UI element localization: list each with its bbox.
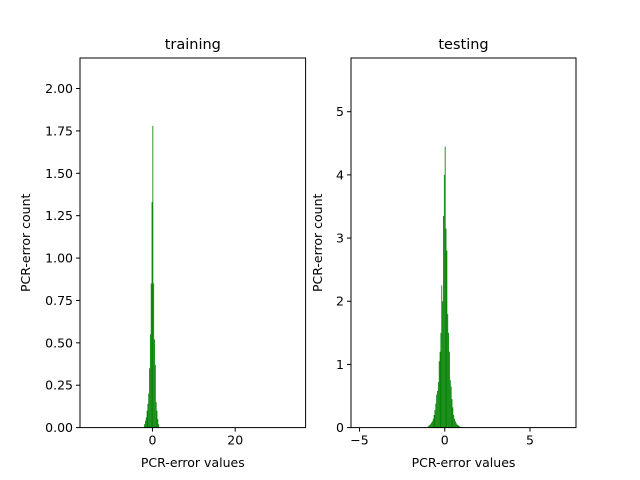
histogram-bar xyxy=(441,285,443,428)
histogram-bar xyxy=(437,390,438,428)
histogram-bar xyxy=(154,339,155,428)
histogram-bar xyxy=(457,425,459,428)
histogram-bar xyxy=(459,426,461,428)
y-tick-label: 1.25 xyxy=(45,208,73,223)
histogram-bar xyxy=(434,409,436,428)
histogram-bar xyxy=(455,423,457,428)
histogram-bar xyxy=(151,202,153,428)
histogram-bar xyxy=(458,425,460,428)
y-axis-label: PCR-error count xyxy=(310,193,325,292)
histogram-bar xyxy=(456,424,458,428)
y-tick-label: 0.25 xyxy=(45,378,73,393)
histogram-bar xyxy=(431,422,432,428)
x-tick-label: 0 xyxy=(441,433,449,448)
histogram-bar xyxy=(439,351,441,428)
histogram-bar xyxy=(454,418,455,428)
histogram-bar xyxy=(446,250,448,428)
histogram-bar xyxy=(155,402,157,428)
chart-title: training xyxy=(165,37,221,53)
histogram-bar xyxy=(147,403,149,428)
histogram-bar xyxy=(444,146,446,428)
axes-frame xyxy=(79,57,307,429)
histogram-bar xyxy=(450,386,452,428)
histogram-bar xyxy=(428,425,430,428)
histogram-bar xyxy=(156,410,158,428)
histogram-bar xyxy=(438,361,440,428)
histogram-bar xyxy=(443,215,444,428)
y-tick-label: 0 xyxy=(336,420,344,435)
histogram-bar xyxy=(437,382,439,428)
histogram-bar xyxy=(430,423,432,428)
y-tick-label: 3 xyxy=(336,231,344,246)
y-axis-ticks: 0 1 2 3 4 5 xyxy=(336,104,351,435)
y-tick-label: 0.00 xyxy=(45,420,73,435)
histogram-bar xyxy=(452,407,454,428)
x-axis-label: PCR-error values xyxy=(412,455,516,470)
histogram-bar xyxy=(431,421,433,428)
histogram-bar xyxy=(449,351,450,428)
histogram-bar xyxy=(432,418,434,428)
axes-frame xyxy=(350,57,577,429)
histogram-bar xyxy=(454,421,456,428)
x-tick-label: 0 xyxy=(148,433,156,448)
histogram-bar xyxy=(145,417,147,428)
histogram-bar xyxy=(144,424,145,428)
x-axis-ticks: −5 0 5 xyxy=(350,427,534,448)
histogram-bar xyxy=(445,228,447,428)
histogram-bar xyxy=(451,399,453,428)
y-tick-label: 4 xyxy=(336,167,344,182)
x-axis-label: PCR-error values xyxy=(141,455,245,470)
histogram-bar xyxy=(153,283,155,428)
y-tick-label: 2.00 xyxy=(45,81,73,96)
histogram-bar xyxy=(154,364,156,428)
chart-title: testing xyxy=(438,37,488,53)
histogram-bar xyxy=(148,393,150,428)
y-tick-label: 1.50 xyxy=(45,166,73,181)
y-tick-label: 1 xyxy=(336,357,344,372)
x-tick-label: −5 xyxy=(350,433,368,448)
histogram-bar xyxy=(152,125,154,428)
y-tick-label: 0.50 xyxy=(45,335,73,350)
histogram-bar xyxy=(440,332,442,428)
histogram-bars xyxy=(427,146,462,428)
histogram-bar xyxy=(144,420,146,428)
y-axis-ticks: 0.00 0.25 0.50 0.75 1.00 1.25 1.50 1.75 2.00 xyxy=(45,81,80,435)
histogram-bar xyxy=(158,424,160,428)
histogram-bar xyxy=(448,332,450,428)
histogram-bar xyxy=(146,410,148,428)
y-tick-label: 2 xyxy=(336,294,344,309)
histogram-bar xyxy=(443,174,445,428)
histogram-bar xyxy=(435,403,437,428)
y-tick-label: 0.75 xyxy=(45,293,73,308)
histogram-bar xyxy=(436,394,438,428)
testing-histogram-panel: testing −5 0 5 0 1 2 3 4 5 PCR-error values PCR… xyxy=(310,37,577,470)
y-axis-label: PCR-error count xyxy=(18,193,33,292)
histogram-bar xyxy=(449,380,451,428)
y-tick-label: 1.00 xyxy=(45,251,73,266)
histogram-bars xyxy=(144,125,160,428)
histogram-bar xyxy=(442,301,444,428)
x-tick-label: 5 xyxy=(526,433,534,448)
histogram-bar xyxy=(433,414,435,428)
x-tick-label: 20 xyxy=(227,433,243,448)
histogram-bar xyxy=(149,334,151,428)
histogram-bar xyxy=(157,419,159,428)
histogram-bar xyxy=(150,283,152,428)
histogram-bar xyxy=(149,368,150,428)
histogram-bar xyxy=(453,414,455,428)
training-histogram-panel: training 0 20 0.00 0.25 0.50 0.75 1.00 1.25 1.5… xyxy=(18,37,307,470)
histogram-bar xyxy=(429,425,431,428)
x-axis-ticks: 0 20 xyxy=(148,427,243,448)
histogram-bar xyxy=(447,313,449,428)
y-tick-label: 5 xyxy=(336,104,344,119)
y-tick-label: 1.75 xyxy=(45,123,73,138)
histogram-bar xyxy=(427,426,429,428)
